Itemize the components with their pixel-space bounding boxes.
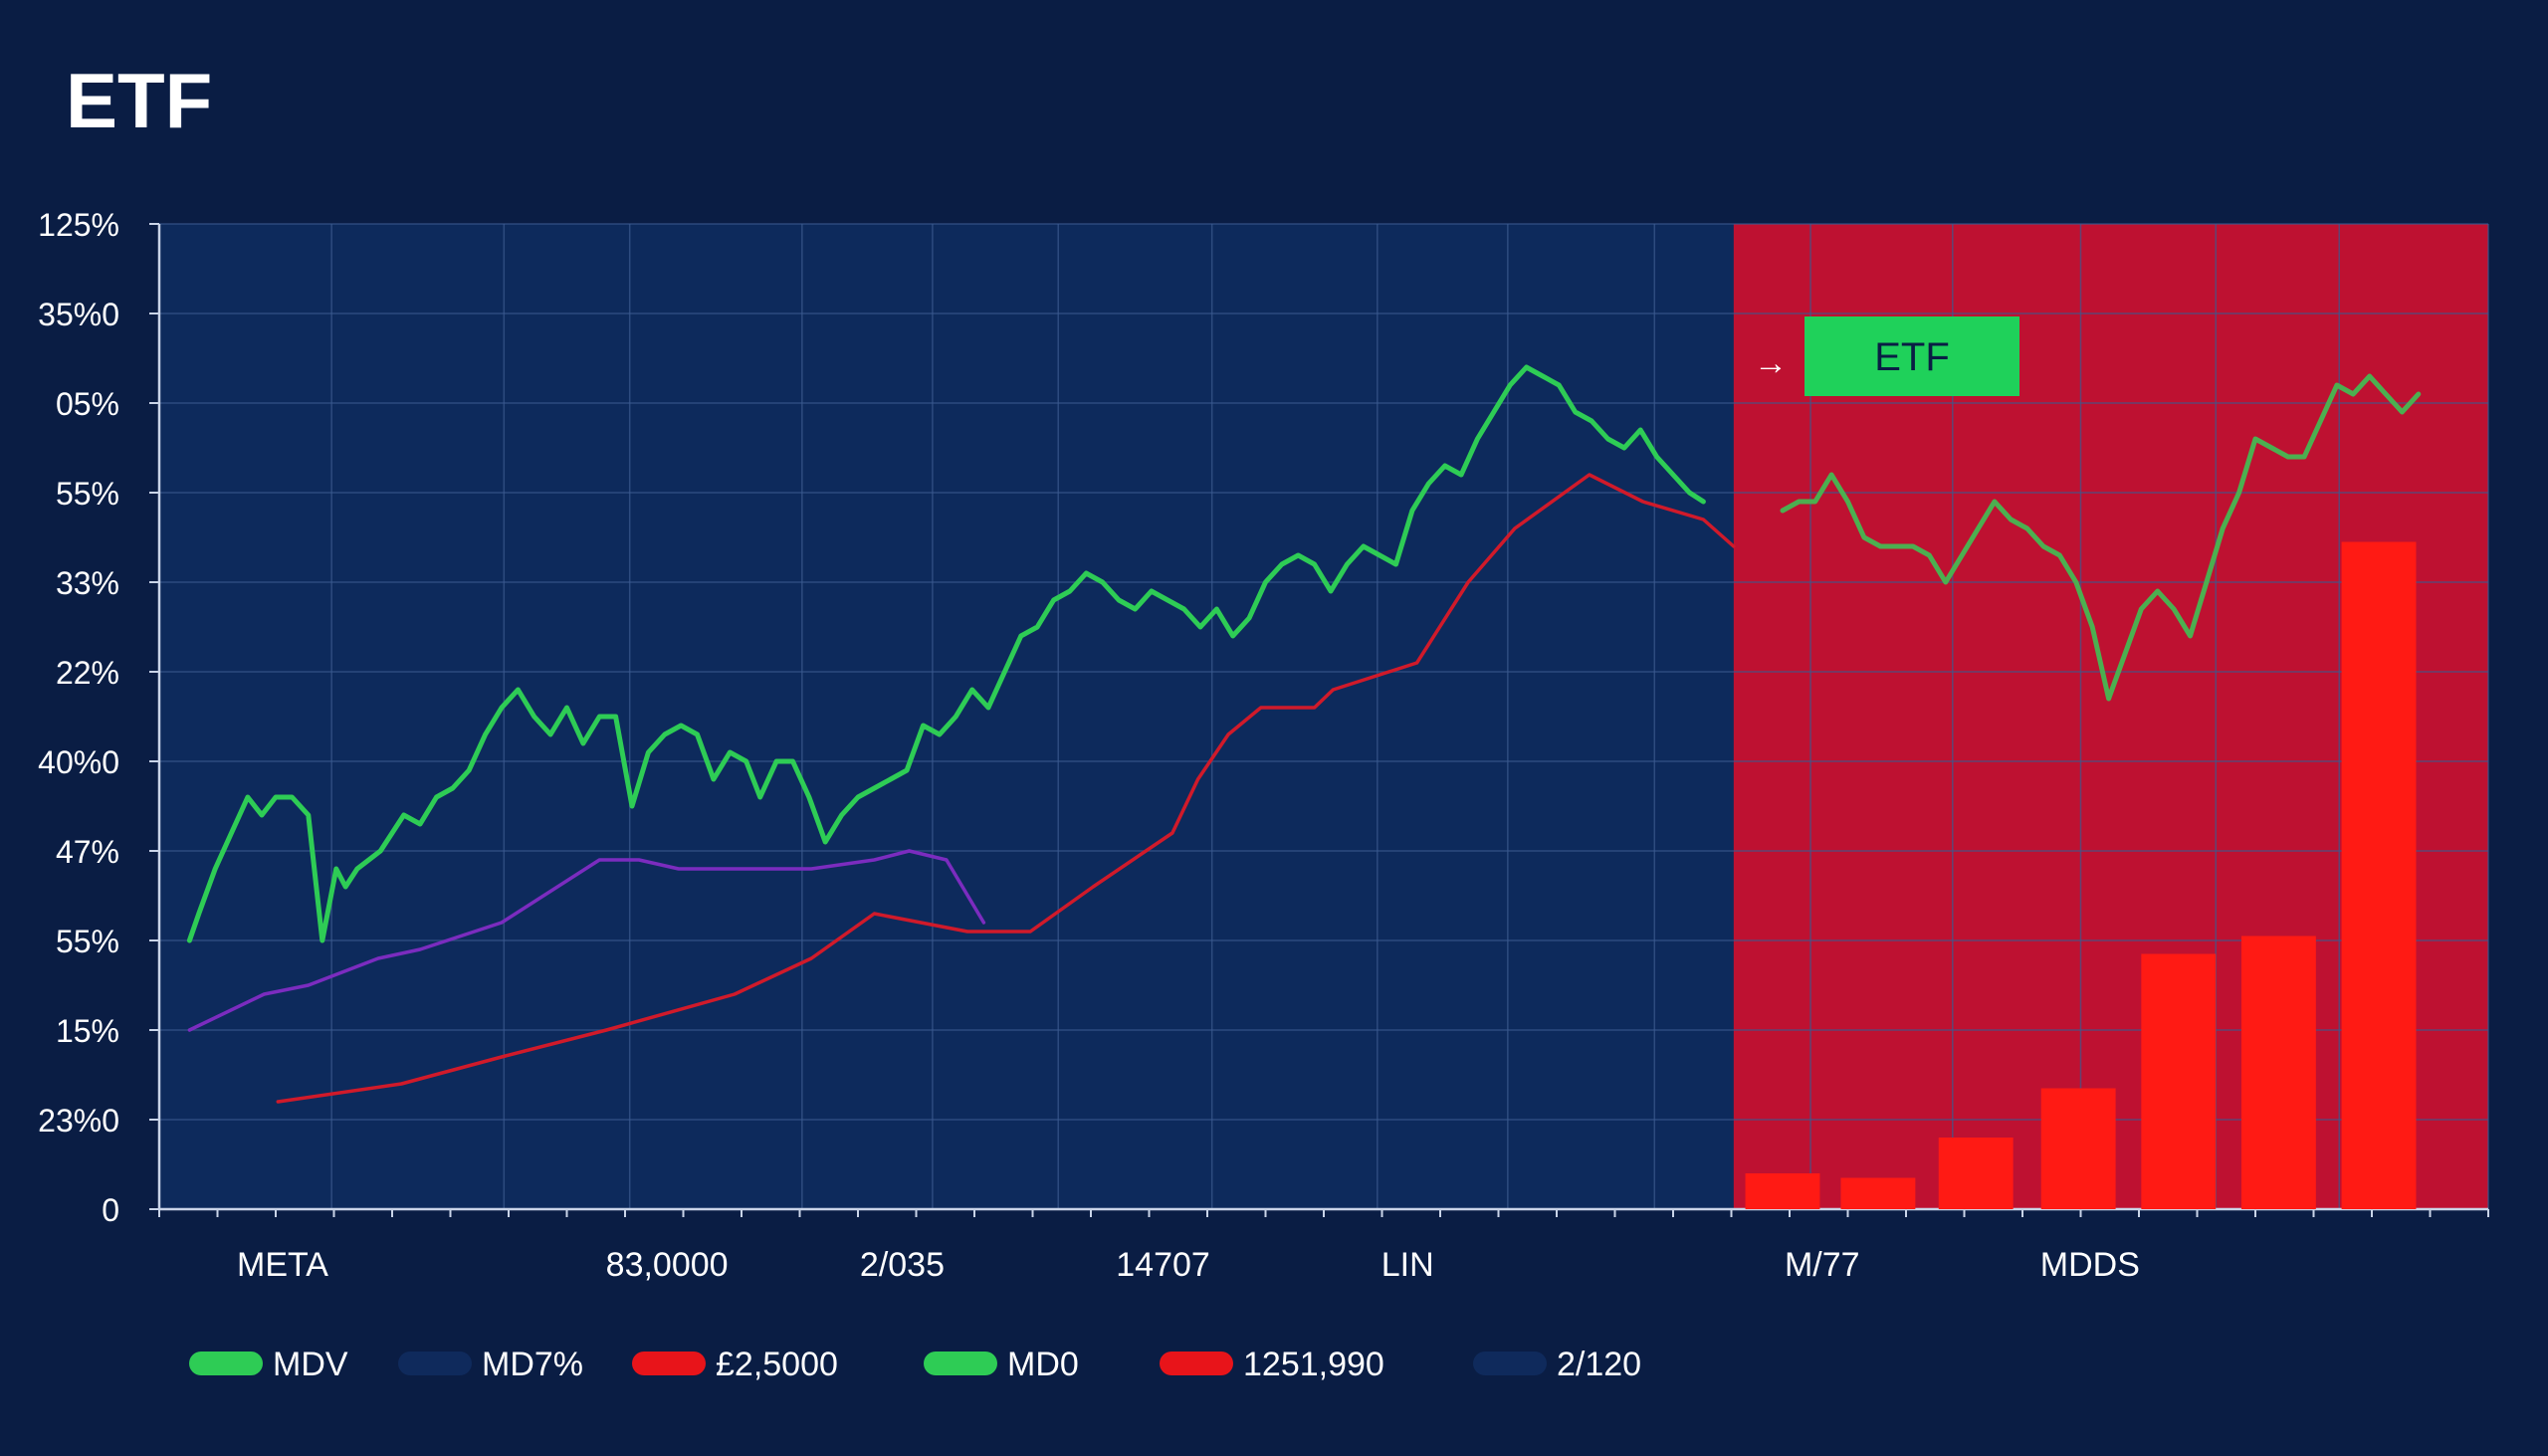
legend-label: 2/120 [1557,1346,1641,1383]
series-line-green-price [186,364,1706,943]
y-tick-label: 55% [56,476,119,512]
annotation-label: ETF [1874,335,1950,379]
x-tick-label: META [237,1246,328,1284]
legend-label: MD0 [1007,1346,1079,1383]
x-tick-label: 2/035 [860,1246,945,1284]
y-tick-label: 0 [102,1192,119,1228]
legend-swatch [398,1352,472,1375]
legend-swatch [1160,1352,1233,1375]
x-tick-label: M/77 [1785,1246,1860,1284]
chart-title: ETF [66,57,212,144]
x-tick-label: LIN [1381,1246,1434,1284]
y-tick-label: 05% [56,386,119,422]
x-tick-label: 83,0000 [606,1246,729,1284]
legend-label: 1251,990 [1243,1346,1384,1383]
y-tick-label: 22% [56,655,119,691]
bar [2141,953,2217,1209]
legend-swatch [632,1352,706,1375]
x-tick-label: 14707 [1116,1246,1210,1284]
bar [2240,936,2316,1209]
legend: MDV MD7% £2,5000 MD0 1251,990 2/120 [189,1346,1641,1383]
y-tick-label: 125% [38,207,119,243]
x-tick-label: MDDS [2040,1246,2140,1284]
y-tick-label: 33% [56,565,119,601]
legend-swatch [1473,1352,1547,1375]
y-tick-label: 23%0 [38,1103,119,1139]
legend-label: £2,5000 [716,1346,838,1383]
plot-area: 125% 35%0 05% 55% 33% 22% 40%0 47% 55% 15% 23%0 0 ME… [38,207,2489,1284]
y-tick-label: 15% [56,1013,119,1049]
series-line-purple-line [187,849,986,1032]
bar [1938,1138,2014,1209]
legend-label: MDV [273,1346,348,1383]
series-line-green-price-right [1780,373,2422,702]
annotation-label-box [1805,316,2019,396]
y-tick-label: 47% [56,834,119,870]
bar [2040,1088,2116,1209]
bar [1745,1173,1820,1209]
legend-swatch [189,1352,263,1375]
annotation-arrow: → [1754,344,1788,382]
y-tick-label: 35%0 [38,297,119,332]
bar [2341,541,2417,1209]
legend-label: MD7% [482,1346,583,1383]
bar [1840,1177,1916,1209]
series-line-red-line [276,473,1736,1104]
y-tick-label: 55% [56,924,119,959]
y-tick-label: 40%0 [38,744,119,780]
legend-swatch [924,1352,997,1375]
